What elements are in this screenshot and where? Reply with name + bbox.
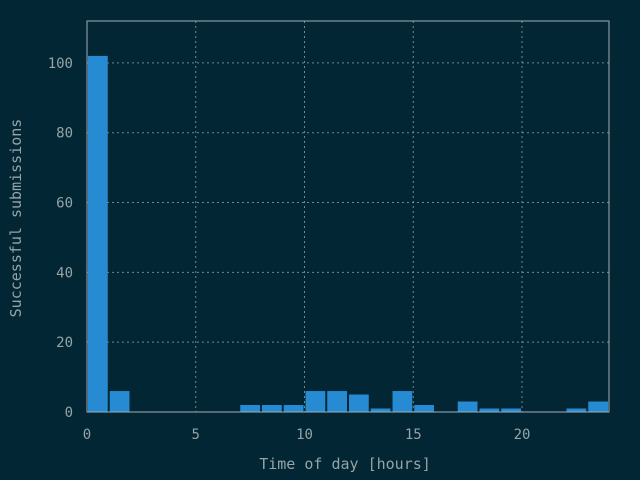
- histogram-bar: [327, 391, 347, 412]
- histogram-bar: [392, 391, 413, 412]
- grid: [87, 21, 609, 412]
- x-tick-label: 0: [83, 427, 91, 443]
- bars: [88, 55, 608, 413]
- y-axis-label: Successful submissions: [7, 119, 25, 318]
- y-tick-label: 60: [56, 196, 73, 212]
- x-tick-label: 5: [192, 427, 200, 443]
- x-tick-label: 10: [296, 427, 313, 443]
- plot-frame: [86, 20, 610, 413]
- histogram-bar: [305, 391, 326, 412]
- histogram-bar: [88, 55, 108, 413]
- y-tick-label: 40: [56, 265, 73, 281]
- histogram-bar: [109, 391, 130, 412]
- x-axis-label: Time of day [hours]: [259, 455, 431, 473]
- histogram-bar: [262, 405, 282, 412]
- histogram-bar: [240, 405, 260, 412]
- x-tick-label: 20: [514, 427, 531, 443]
- histogram-bar: [588, 401, 608, 412]
- histogram-bar: [283, 405, 304, 412]
- histogram-bar: [414, 405, 434, 412]
- x-tick-label: 15: [405, 427, 422, 443]
- histogram-bar: [566, 408, 587, 412]
- histogram-bar: [349, 394, 369, 412]
- tick-labels: 0 5 10 15 20 0 20 40 60 80 100: [48, 56, 531, 443]
- y-tick-label: 80: [56, 126, 73, 142]
- histogram-bar: [370, 408, 391, 412]
- histogram-bar: [479, 408, 500, 412]
- histogram-bar: [457, 401, 478, 412]
- y-tick-label: 0: [65, 405, 73, 421]
- y-tick-label: 20: [56, 335, 73, 351]
- histogram-bar: [501, 408, 521, 412]
- y-tick-label: 100: [48, 56, 73, 72]
